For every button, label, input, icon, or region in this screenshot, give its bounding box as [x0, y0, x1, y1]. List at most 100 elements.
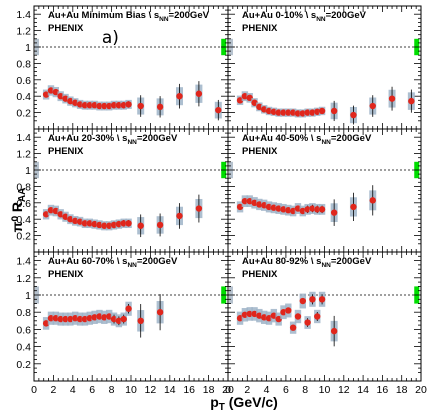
data-point	[76, 218, 84, 225]
y-tick-label: 1.2	[16, 273, 31, 285]
x-tick-label: 20	[222, 384, 234, 396]
data-point	[110, 102, 118, 109]
data-point	[309, 109, 316, 116]
data-point	[91, 314, 98, 321]
panel-annotation: a)	[102, 28, 119, 48]
data-point	[62, 315, 69, 323]
data-point	[96, 313, 103, 320]
y-tick-label: 0.8	[16, 58, 31, 70]
data-point	[115, 102, 123, 109]
y-tick-label: 1.2	[16, 149, 31, 161]
data-point	[318, 296, 326, 303]
x-tick-label: 18	[203, 384, 215, 396]
data-point	[156, 103, 164, 111]
data-point	[314, 206, 321, 213]
panel-title: Au+Au 80-92% \ sNN=200GeV	[242, 256, 372, 269]
data-point	[314, 108, 321, 115]
data-point	[330, 107, 338, 115]
data-point	[76, 315, 84, 323]
data-point	[47, 87, 55, 94]
y-tick-label: 1.4	[16, 9, 31, 21]
data-point	[120, 315, 127, 323]
data-point	[260, 106, 268, 113]
data-point	[318, 107, 326, 115]
x-tick-label: 4	[264, 384, 270, 396]
data-point	[62, 95, 69, 102]
panel-title: Au+Au 0-10% \ sNN=200GeV	[242, 10, 367, 23]
x-tick-label: 14	[164, 384, 176, 396]
data-point	[115, 317, 123, 324]
data-point	[101, 314, 108, 321]
y-tick-label: 0.4	[16, 342, 31, 354]
data-point	[299, 207, 306, 215]
x-tick-label: 20	[415, 384, 427, 396]
data-point	[101, 102, 108, 110]
data-point	[280, 206, 287, 213]
data-point	[285, 307, 292, 314]
data-point	[72, 217, 79, 225]
x-tick-label: 18	[396, 384, 408, 396]
data-point	[241, 197, 249, 205]
data-point	[105, 102, 113, 110]
data-point	[110, 315, 118, 323]
data-point	[91, 220, 98, 228]
data-point	[309, 296, 316, 303]
data-point	[304, 109, 311, 116]
data-point	[72, 315, 79, 322]
data-point	[52, 207, 60, 215]
data-point	[246, 310, 253, 318]
panel-experiment: PHENIX	[48, 23, 84, 34]
data-point	[275, 109, 282, 116]
panel-frame	[227, 128, 422, 253]
data-point	[289, 324, 297, 331]
data-point	[318, 206, 326, 213]
data-point	[156, 309, 164, 316]
y-tick-label: 1	[25, 290, 31, 302]
panel-title: Au+Au Minimum Bias \ sNN=200GeV	[48, 10, 210, 23]
data-point	[47, 315, 55, 322]
x-tick-label: 4	[70, 384, 76, 396]
y-tick-label: 1.4	[16, 132, 31, 144]
data-point	[241, 93, 249, 100]
data-point	[57, 315, 64, 323]
data-point	[125, 101, 132, 108]
data-point	[91, 102, 98, 109]
data-point	[270, 204, 278, 211]
data-point	[236, 315, 244, 322]
data-point	[246, 197, 253, 205]
data-point	[120, 220, 127, 227]
x-tick-label: 10	[319, 384, 331, 396]
data-point	[270, 108, 278, 115]
data-point	[285, 109, 292, 116]
y-tick-label: 0.2	[16, 359, 31, 371]
y-tick-label: 0.4	[16, 91, 31, 103]
y-tick-label: 0.6	[16, 324, 31, 336]
data-point	[299, 110, 306, 117]
y-tick-label: 1	[25, 42, 31, 54]
data-point	[251, 310, 258, 318]
data-point	[241, 311, 249, 318]
data-point	[176, 212, 183, 220]
panel-title: Au+Au 60-70% \ sNN=200GeV	[48, 256, 178, 269]
data-point	[115, 220, 123, 228]
data-point	[369, 197, 376, 204]
x-tick-label: 0	[225, 384, 231, 396]
x-tick-label: 14	[357, 384, 369, 396]
panel-experiment: PHENIX	[242, 269, 278, 280]
y-tick-label: 1	[25, 165, 31, 177]
data-point	[42, 91, 50, 98]
data-point	[256, 312, 263, 319]
data-point	[52, 88, 60, 96]
data-point	[81, 220, 89, 227]
x-tick-label: 16	[183, 384, 195, 396]
data-point	[251, 199, 258, 206]
data-point	[270, 312, 278, 319]
data-point	[265, 315, 273, 322]
y-tick-label: 0.8	[16, 307, 31, 319]
x-tick-label: 16	[377, 384, 389, 396]
data-point	[42, 211, 50, 218]
data-point	[67, 315, 74, 323]
